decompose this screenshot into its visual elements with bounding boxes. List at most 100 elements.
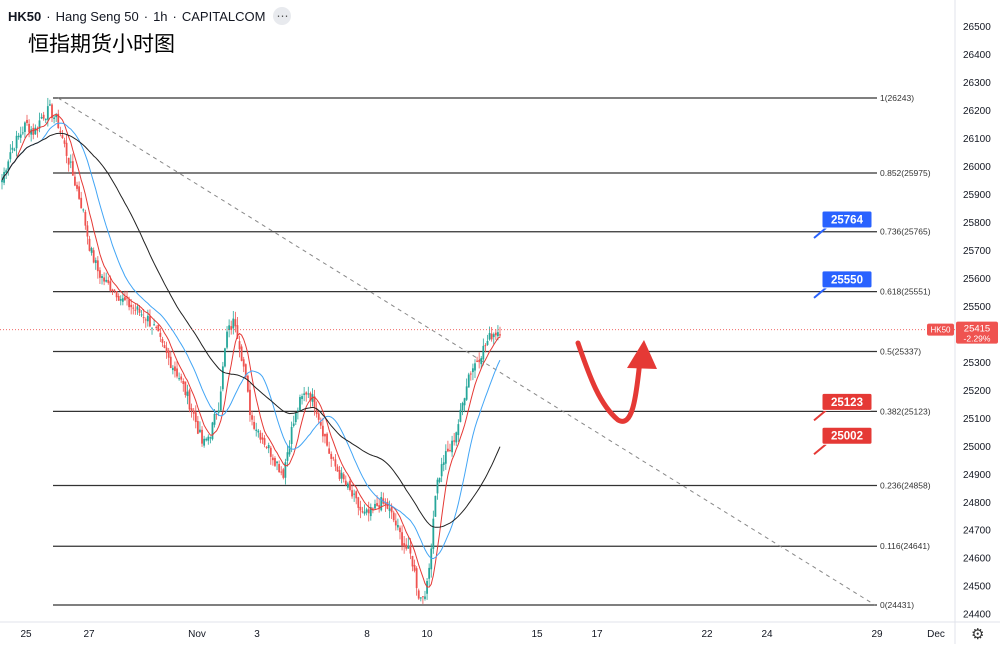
candle-body[interactable] (265, 446, 268, 448)
candle-body[interactable] (28, 123, 30, 133)
candle-body[interactable] (38, 120, 41, 129)
candle-body[interactable] (261, 437, 264, 440)
price-callout-box[interactable] (821, 426, 873, 445)
candle-body[interactable] (494, 332, 497, 336)
candle-body[interactable] (422, 596, 424, 598)
candle-body[interactable] (449, 449, 451, 451)
candle-body[interactable] (436, 479, 439, 494)
candle-body[interactable] (146, 315, 149, 322)
candle-body[interactable] (274, 458, 276, 466)
candle-body[interactable] (444, 451, 447, 464)
candle-body[interactable] (411, 555, 414, 567)
candle-body[interactable] (321, 425, 324, 437)
settings-gear-icon[interactable]: ⚙ (971, 626, 985, 643)
candle-body[interactable] (407, 545, 410, 549)
candle-body[interactable] (390, 506, 393, 513)
ma-slow-line[interactable] (1, 132, 501, 528)
candle-body[interactable] (184, 381, 187, 396)
candle-body[interactable] (209, 437, 212, 439)
price-callout-box[interactable] (821, 392, 873, 411)
candle-body[interactable] (30, 129, 33, 135)
candle-body[interactable] (65, 142, 68, 156)
candle-body[interactable] (336, 466, 339, 472)
candle-body[interactable] (57, 113, 60, 129)
candle-body[interactable] (5, 170, 8, 173)
candle-body[interactable] (467, 374, 470, 388)
candle-body[interactable] (121, 298, 124, 302)
candle-body[interactable] (71, 161, 74, 176)
candle-body[interactable] (119, 299, 122, 301)
candle-body[interactable] (478, 359, 481, 363)
candle-body[interactable] (453, 440, 456, 442)
candle-body[interactable] (134, 309, 137, 311)
candle-body[interactable] (451, 440, 453, 453)
candle-body[interactable] (132, 307, 135, 309)
candle-body[interactable] (55, 114, 58, 118)
candle-body[interactable] (13, 149, 16, 151)
candle-body[interactable] (242, 359, 245, 367)
candle-body[interactable] (474, 363, 476, 371)
candle-body[interactable] (199, 429, 201, 433)
candle-body[interactable] (205, 438, 208, 441)
candle-body[interactable] (182, 380, 185, 385)
candle-body[interactable] (76, 184, 78, 189)
candle-body[interactable] (117, 296, 120, 301)
candle-body[interactable] (428, 567, 431, 579)
candle-body[interactable] (303, 393, 306, 395)
candle-body[interactable] (80, 197, 83, 209)
candle-body[interactable] (63, 140, 66, 144)
candle-body[interactable] (59, 130, 62, 133)
candle-body[interactable] (213, 413, 216, 425)
candle-body[interactable] (351, 490, 353, 497)
candle-body[interactable] (463, 398, 466, 406)
price-callout-box[interactable] (821, 210, 873, 229)
candle-body[interactable] (278, 464, 281, 473)
candle-body[interactable] (469, 373, 472, 375)
candle-body[interactable] (424, 596, 426, 599)
candle-body[interactable] (328, 448, 331, 454)
trend-line[interactable] (57, 97, 876, 606)
candle-body[interactable] (103, 277, 106, 282)
candle-body[interactable] (472, 368, 474, 373)
candle-body[interactable] (399, 527, 401, 533)
candle-body[interactable] (69, 161, 72, 163)
candle-body[interactable] (171, 367, 174, 371)
candle-body[interactable] (42, 114, 45, 119)
candle-body[interactable] (497, 332, 499, 337)
candle-body[interactable] (374, 503, 376, 509)
candle-body[interactable] (219, 391, 222, 411)
candle-body[interactable] (203, 438, 206, 446)
candle-body[interactable] (138, 308, 141, 313)
candle-body[interactable] (307, 393, 310, 395)
candle-body[interactable] (263, 438, 266, 445)
candle-body[interactable] (319, 421, 322, 426)
candle-body[interactable] (401, 532, 403, 546)
candle-body[interactable] (455, 432, 458, 443)
candle-body[interactable] (499, 334, 501, 336)
symbol-ticker[interactable]: HK50 (8, 8, 42, 24)
candle-body[interactable] (82, 209, 85, 211)
candle-body[interactable] (24, 122, 26, 132)
candle-body[interactable] (394, 520, 397, 526)
candle-body[interactable] (465, 386, 468, 400)
candle-body[interactable] (17, 135, 20, 138)
ma-mid-line[interactable] (1, 122, 501, 560)
candle-body[interactable] (34, 127, 37, 135)
candle-body[interactable] (238, 341, 241, 350)
candle-body[interactable] (105, 279, 108, 282)
price-callout-box[interactable] (821, 270, 873, 289)
candle-body[interactable] (396, 524, 399, 528)
candle-body[interactable] (388, 508, 391, 511)
candle-body[interactable] (413, 564, 416, 571)
candle-body[interactable] (282, 469, 285, 478)
candle-body[interactable] (334, 459, 337, 467)
candle-body[interactable] (301, 396, 303, 400)
candle-body[interactable] (296, 410, 299, 413)
candle-body[interactable] (480, 358, 483, 365)
candle-body[interactable] (284, 462, 287, 478)
candle-body[interactable] (201, 429, 203, 444)
candle-body[interactable] (330, 453, 333, 459)
candle-body[interactable] (355, 491, 358, 499)
candle-body[interactable] (288, 446, 291, 455)
candle-body[interactable] (130, 304, 133, 308)
